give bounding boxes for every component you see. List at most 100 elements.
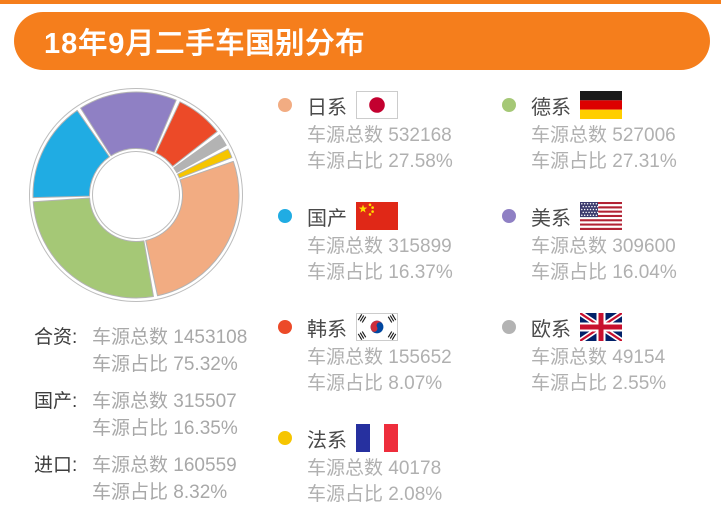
share-value: 16.37% <box>388 262 453 283</box>
donut-slice-6 <box>177 148 233 179</box>
donut-slice-2 <box>32 109 110 199</box>
france-flag-icon <box>356 424 398 452</box>
count-value: 155652 <box>388 347 452 368</box>
brand-name: 美系 <box>531 207 571 230</box>
legend-entry-stats: 车源总数 40178 车源占比 2.08% <box>278 456 502 508</box>
top-accent-strip <box>0 0 721 4</box>
color-bullet <box>278 431 292 445</box>
source-count-line: 车源总数 315899 <box>307 234 502 260</box>
title-banner: 18年9月二手车国别分布 <box>14 12 710 70</box>
count-value: 315507 <box>173 391 237 412</box>
share-label: 车源占比 <box>531 373 608 394</box>
color-bullet <box>278 209 292 223</box>
share-label: 车源占比 <box>92 418 169 439</box>
source-count-line: 车源总数 532168 <box>307 123 502 149</box>
source-share-line: 车源占比 16.37% <box>307 260 502 286</box>
germany-flag-icon <box>580 91 622 119</box>
count-value: 1453108 <box>173 327 248 348</box>
count-label: 车源总数 <box>531 125 608 146</box>
legend-entry-stats: 车源总数 532168 车源占比 27.58% <box>278 123 502 175</box>
brand-name: 日系 <box>307 96 347 119</box>
count-label: 车源总数 <box>531 347 608 368</box>
count-value: 160559 <box>173 455 237 476</box>
count-label: 车源总数 <box>307 347 384 368</box>
legend-entry: 日系 车源总数 532168 车源占比 27.58% <box>278 90 502 175</box>
color-bullet <box>278 320 292 334</box>
legend-entry-stats: 车源总数 315899 车源占比 16.37% <box>278 234 502 286</box>
donut-slice-3 <box>80 91 177 157</box>
summary-group: 国产: 车源总数 315507 车源占比 16.35% <box>34 388 247 442</box>
count-value: 527006 <box>612 125 676 146</box>
usa-flag-icon <box>580 202 622 230</box>
source-share-line: 车源占比 27.31% <box>531 149 721 175</box>
count-value: 40178 <box>388 458 442 479</box>
legend-entry-stats: 车源总数 527006 车源占比 27.31% <box>502 123 721 175</box>
share-label: 车源占比 <box>307 151 384 172</box>
legend-entry-stats: 车源总数 49154 车源占比 2.55% <box>502 345 721 397</box>
legend-entry-header: 日系 <box>278 90 502 120</box>
share-label: 车源占比 <box>307 262 384 283</box>
source-share-line: 车源占比 16.04% <box>531 260 721 286</box>
legend-entry: 国产 车源总数 315899 车源占比 16.37% <box>278 201 502 286</box>
summary-values: 车源总数 160559 车源占比 8.32% <box>92 452 237 506</box>
legend-entry-header: 德系 <box>502 90 721 120</box>
source-count-line: 车源总数 49154 <box>531 345 721 371</box>
summary-share-line: 车源占比 75.32% <box>92 351 247 378</box>
summary-values: 车源总数 315507 车源占比 16.35% <box>92 388 238 442</box>
share-label: 车源占比 <box>307 484 384 505</box>
legend-entry-header: 国产 <box>278 201 502 231</box>
summary-label: 进口: <box>34 455 78 476</box>
share-label: 车源占比 <box>307 373 384 394</box>
legend-entry-header: 法系 <box>278 423 502 453</box>
summary-group: 合资: 车源总数 1453108 车源占比 75.32% <box>34 324 247 378</box>
brand-name: 国产 <box>307 207 347 230</box>
donut-slice-0 <box>145 160 240 297</box>
color-bullet <box>502 320 516 334</box>
share-value: 8.32% <box>173 482 228 503</box>
brand-name: 法系 <box>307 429 347 452</box>
brand-name: 欧系 <box>531 318 571 341</box>
china-flag-icon <box>356 202 398 230</box>
share-label: 车源占比 <box>531 262 608 283</box>
count-value: 49154 <box>612 347 666 368</box>
color-bullet <box>502 98 516 112</box>
brand-name: 韩系 <box>307 318 347 341</box>
legend-entry: 美系 车源总数 309600 车源占比 16.04% <box>502 201 721 286</box>
share-value: 16.04% <box>612 262 677 283</box>
legend-entry-header: 韩系 <box>278 312 502 342</box>
summary-share-line: 车源占比 16.35% <box>92 415 238 442</box>
count-label: 车源总数 <box>307 125 384 146</box>
summary-label: 合资: <box>34 327 78 348</box>
donut-slice-1 <box>32 197 154 299</box>
count-value: 315899 <box>388 236 452 257</box>
count-value: 309600 <box>612 236 676 257</box>
legend-entry-stats: 车源总数 155652 车源占比 8.07% <box>278 345 502 397</box>
uk-flag-icon <box>580 313 622 341</box>
share-value: 2.55% <box>612 373 667 394</box>
page-title: 18年9月二手车国别分布 <box>44 28 366 60</box>
legend-entry: 韩系 车源总数 155652 车源占比 8.07% <box>278 312 502 397</box>
summary-count-line: 车源总数 315507 <box>92 388 238 415</box>
summary-group: 进口: 车源总数 160559 车源占比 8.32% <box>34 452 247 506</box>
brand-name: 德系 <box>531 96 571 119</box>
source-count-line: 车源总数 309600 <box>531 234 721 260</box>
source-count-line: 车源总数 155652 <box>307 345 502 371</box>
share-label: 车源占比 <box>92 354 169 375</box>
summary-count-line: 车源总数 1453108 <box>92 324 247 351</box>
legend-entry: 德系 车源总数 527006 车源占比 27.31% <box>502 90 721 175</box>
donut-slice-5 <box>173 134 227 174</box>
count-label: 车源总数 <box>531 236 608 257</box>
color-bullet <box>278 98 292 112</box>
count-label: 车源总数 <box>92 327 169 348</box>
count-label: 车源总数 <box>307 236 384 257</box>
share-value: 2.08% <box>388 484 443 505</box>
count-label: 车源总数 <box>92 455 169 476</box>
source-share-line: 车源占比 2.08% <box>307 482 502 508</box>
legend-entry-header: 美系 <box>502 201 721 231</box>
japan-flag-icon <box>356 91 398 119</box>
inner-ring-outline <box>92 151 180 239</box>
outer-ring-outline <box>29 88 243 302</box>
donut-chart <box>29 88 243 302</box>
source-count-line: 车源总数 527006 <box>531 123 721 149</box>
